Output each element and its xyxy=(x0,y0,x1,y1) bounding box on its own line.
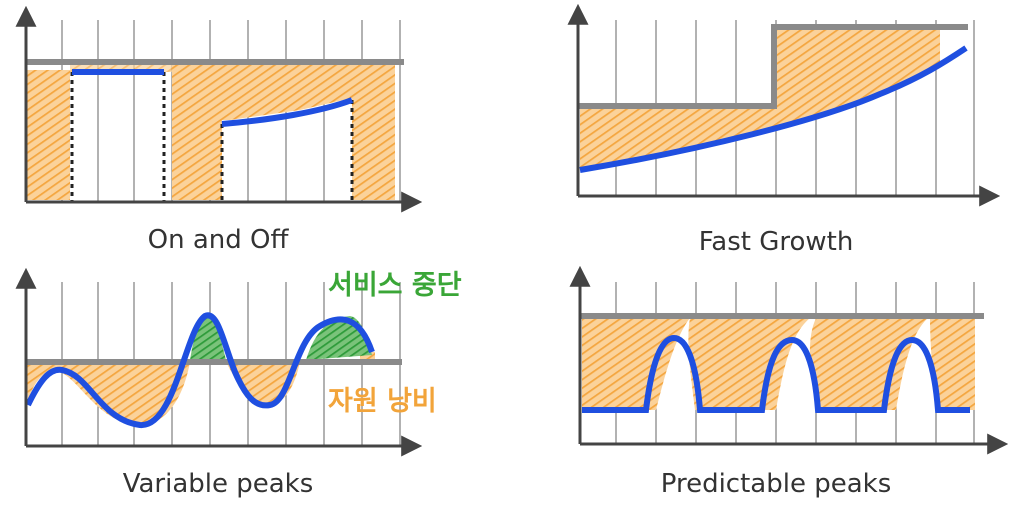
caption-on-and-off: On and Off xyxy=(148,225,290,255)
caption-predictable-peaks: Predictable peaks xyxy=(661,469,892,499)
panel-predictable-peaks: Predictable peaks xyxy=(569,265,1009,499)
demand-dotted-lines xyxy=(70,72,354,202)
panel-fast-growth: Fast Growth xyxy=(567,3,1001,257)
demand-line xyxy=(579,45,968,173)
waste-area xyxy=(580,28,940,168)
resource-waste-label: 자원 낭비 xyxy=(328,386,437,417)
caption-fast-growth: Fast Growth xyxy=(699,227,854,257)
waste-areas xyxy=(582,318,975,410)
caption-variable-peaks: Variable peaks xyxy=(123,469,314,499)
capacity-line xyxy=(578,24,968,109)
service-interruption-label: 서비스 중단 xyxy=(328,270,462,301)
waste-areas xyxy=(26,60,395,200)
panel-on-and-off: On and Off xyxy=(15,5,423,255)
demand-line xyxy=(25,312,375,428)
demand-line xyxy=(582,334,970,413)
grid-lines xyxy=(615,282,975,444)
demand-line-2 xyxy=(221,97,354,127)
panel-variable-peaks: 서비스 중단 자원 낭비 Variable peaks xyxy=(15,267,462,499)
